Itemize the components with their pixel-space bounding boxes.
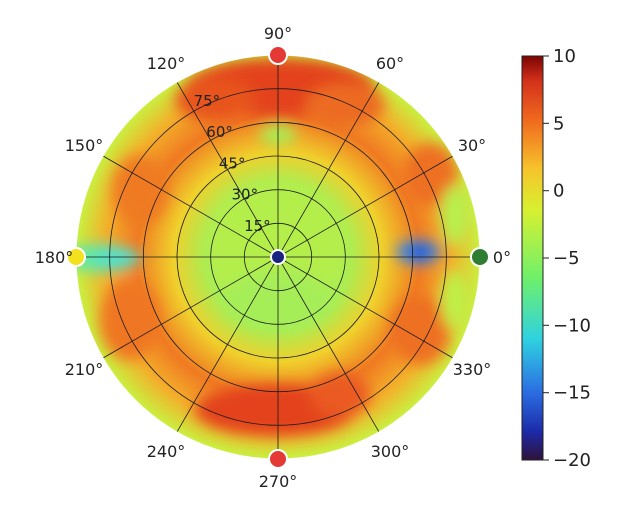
grid-spoke-60 [277,81,380,258]
radial-tick-15: 15° [244,217,271,235]
colorbar: 10 5 0 −5 −10 −15 −20 [521,46,591,471]
radial-tick-labels: 15° 30° 45° 60° 75° [194,92,271,235]
marker-1 [268,45,288,65]
angular-tick-60: 60° [376,54,404,73]
radial-tick-60: 60° [206,123,233,141]
colorbar-tick-label-6: −20 [553,450,591,471]
angular-tick-240: 240° [147,442,186,461]
angular-tick-300: 300° [371,442,410,461]
marker-4 [270,249,286,265]
radial-tick-30: 30° [232,186,259,204]
grid-spoke-210 [102,256,279,359]
heatmap-field [76,55,480,459]
angular-tick-330: 330° [453,360,492,379]
marker-group [66,45,490,469]
angular-tick-0: 0° [493,248,511,267]
marker-2 [66,247,86,267]
colorbar-gradient [521,55,544,461]
grid-spoke-30 [277,155,454,258]
angular-tick-180: 180° [35,248,74,267]
angular-tick-210: 210° [65,360,104,379]
angular-tick-30: 30° [458,136,486,155]
grid-spoke-300 [277,256,380,433]
grid-spoke-240 [176,256,279,433]
polar-grid [76,55,480,459]
colorbar-tick-label-3: −5 [553,248,580,269]
grid-spoke-330 [277,256,454,359]
angular-tick-150: 150° [65,136,104,155]
colorbar-tick-label-0: 10 [553,46,576,67]
angular-tick-90: 90° [264,24,292,43]
grid-spoke-120 [176,81,279,258]
angular-tick-labels: 0° 30° 60° 90° 120° 150° 180° 210° 240° 270° 300° 3… [35,24,511,491]
colorbar-tick-label-1: 5 [553,113,564,134]
angular-tick-270: 270° [259,472,298,491]
marker-0 [470,247,490,267]
colorbar-tick-label-2: 0 [553,181,564,202]
radial-tick-75: 75° [194,92,221,110]
colorbar-tick-label-4: −10 [553,315,591,336]
angular-tick-120: 120° [147,54,186,73]
colorbar-ticks: 10 5 0 −5 −10 −15 −20 [543,46,591,471]
grid-spoke-150 [102,155,279,258]
marker-3 [268,449,288,469]
colorbar-tick-label-5: −15 [553,383,591,404]
radial-tick-45: 45° [219,154,246,172]
